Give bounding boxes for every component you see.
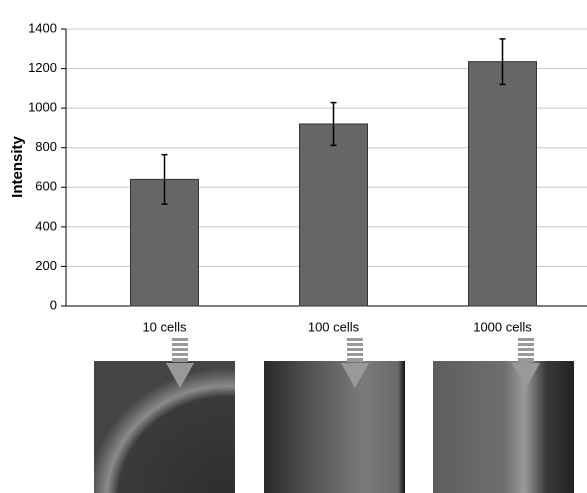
y-tick-label: 1400 <box>28 20 57 35</box>
bar <box>468 61 537 307</box>
y-axis-label: Intensity <box>9 136 26 198</box>
x-tick-label: 1000 cells <box>473 319 532 334</box>
y-tick-label: 800 <box>35 139 57 154</box>
y-tick-label: 400 <box>35 218 57 233</box>
image <box>264 361 405 493</box>
x-tick-label: 10 cells <box>142 319 187 334</box>
error-bar <box>499 38 506 86</box>
y-tick-label: 0 <box>50 297 57 312</box>
error-bar <box>161 153 168 205</box>
y-tick-label: 1200 <box>28 60 57 75</box>
image <box>94 361 235 493</box>
x-tick-label: 100 cells <box>308 319 360 334</box>
micrographs <box>94 338 574 493</box>
y-tick-label: 1000 <box>28 100 57 115</box>
y-tick-label: 200 <box>35 258 57 273</box>
image <box>433 361 574 493</box>
bar <box>299 123 368 307</box>
y-tick-label: 600 <box>35 179 57 194</box>
error-bar <box>330 101 337 147</box>
